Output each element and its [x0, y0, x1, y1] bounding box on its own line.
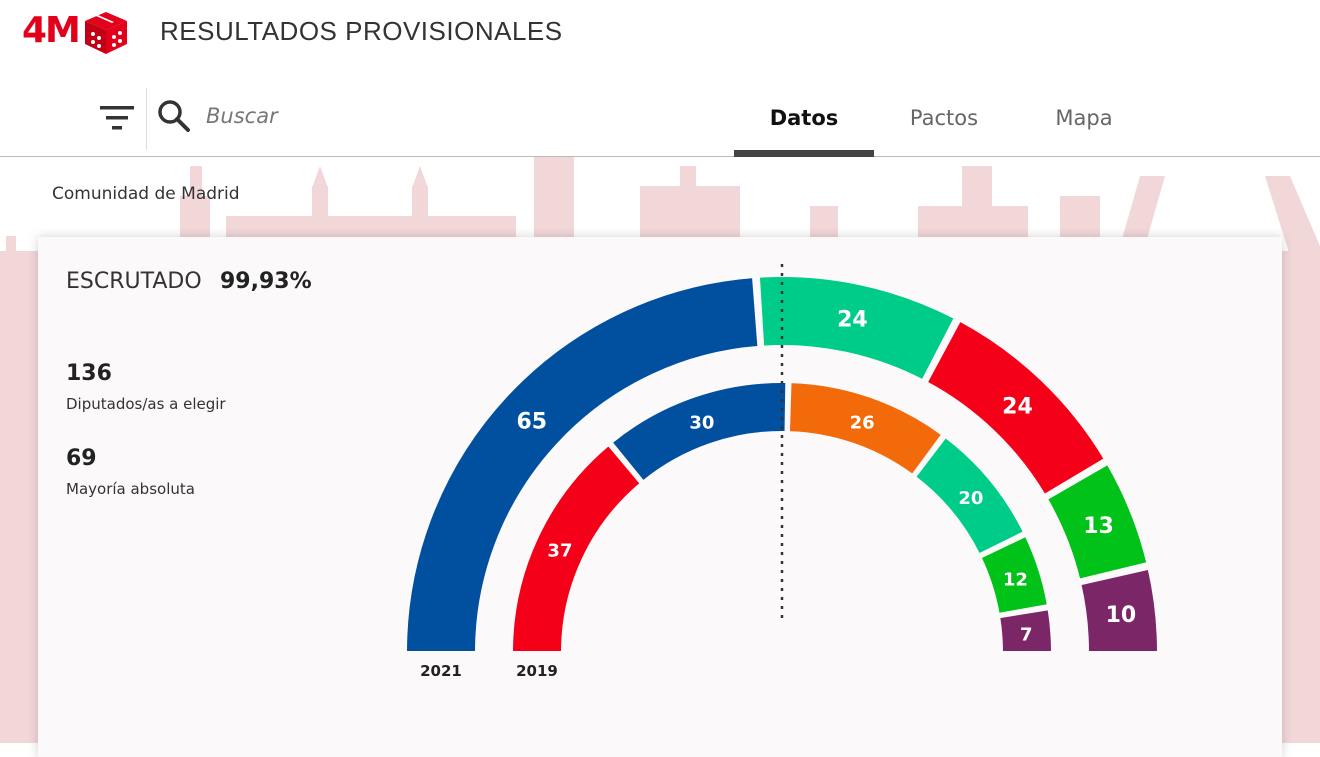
nav-divider [146, 88, 147, 150]
region-name: Comunidad de Madrid [52, 184, 240, 204]
ring-year-label-2019: 2019 [516, 662, 558, 680]
ring-year-label-2021: 2021 [420, 662, 462, 680]
seats-total: 136 [66, 361, 112, 386]
ring-2019-segment-2[interactable] [787, 381, 944, 477]
ring-2021-segment-4[interactable] [1079, 567, 1160, 653]
ring-2019-segment-5[interactable] [998, 608, 1054, 653]
ring-2021-segment-3[interactable] [1045, 462, 1149, 581]
ring-2019-segment-1[interactable] [610, 381, 788, 483]
navbar: Datos Pactos Mapa [0, 78, 1320, 157]
ring-2019-label-5: 7 [1020, 625, 1033, 646]
ballot-box-icon [84, 12, 127, 54]
ring-2021-label-4: 10 [1106, 603, 1137, 628]
tab-pactos[interactable]: Pactos [909, 106, 979, 130]
ring-2021-segment-0[interactable] [404, 276, 760, 653]
results-card: ESCRUTADO 99,93% 136 Diputados/as a eleg… [38, 237, 1282, 757]
ring-2021-label-1: 24 [837, 307, 868, 332]
brand-logo[interactable]: 4M [22, 6, 131, 56]
scrutinized-label: ESCRUTADO [66, 269, 202, 294]
ring-2019-segment-0[interactable] [510, 443, 643, 653]
search-input[interactable] [204, 100, 508, 132]
tab-datos[interactable]: Datos [769, 106, 839, 130]
ring-2021-label-2: 24 [1002, 394, 1033, 419]
seats-total-label: Diputados/as a elegir [66, 395, 226, 413]
header: 4M RESULTADOS PROVISIONALES [0, 0, 1320, 62]
ring-2019-label-0: 37 [547, 540, 572, 561]
ring-2021-label-3: 13 [1083, 514, 1114, 539]
majority-label: Mayoría absoluta [66, 480, 195, 498]
filter-icon[interactable] [98, 100, 138, 136]
ring-2019-label-3: 20 [958, 488, 983, 509]
logo-text: 4M [22, 10, 81, 51]
ring-2019-segment-3[interactable] [913, 435, 1026, 556]
ring-2021-segment-1[interactable] [757, 275, 957, 382]
ring-2019-label-4: 12 [1003, 569, 1028, 590]
ring-2019-segment-4[interactable] [979, 534, 1050, 615]
scrutinized-value: 99,93% [220, 269, 312, 294]
page-title: RESULTADOS PROVISIONALES [160, 16, 563, 46]
tab-mapa[interactable]: Mapa [1055, 106, 1113, 130]
ring-2021-segment-2[interactable] [925, 319, 1107, 497]
search-icon[interactable] [156, 98, 192, 134]
parliament-chart: 65 24 24 13 10 2021 37 30 26 20 12 7 2019 [404, 264, 1160, 680]
ring-2019-label-2: 26 [850, 412, 875, 433]
active-tab-indicator [734, 150, 874, 157]
ring-2019-label-1: 30 [689, 412, 714, 433]
majority-value: 69 [66, 446, 97, 471]
ring-2021-label-0: 65 [516, 409, 547, 434]
